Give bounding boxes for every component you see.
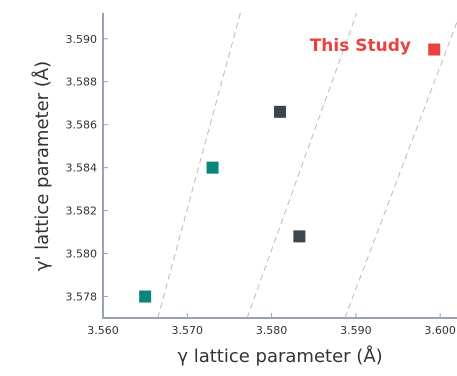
y-axis-ticks: 3.578 3.580 3.582 3.584 3.586 3.588 3.590 (66, 33, 108, 304)
data-points (139, 43, 441, 303)
data-point-series-2 (293, 230, 306, 243)
data-point-series-2 (274, 105, 286, 118)
y-tick-label: 3.584 (66, 162, 98, 175)
reference-line-1 (157, 13, 241, 318)
y-tick-label: 3.582 (66, 205, 98, 218)
x-tick-label: 3.580 (256, 324, 288, 337)
x-axis-title: γ lattice parameter (Å) (177, 345, 382, 367)
this-study-label: This Study (310, 36, 411, 56)
x-axis-ticks: 3.560 3.570 3.580 3.590 3.600 (87, 313, 456, 337)
data-point-series-1 (139, 290, 152, 303)
x-tick-label: 3.600 (424, 324, 456, 337)
y-tick-label: 3.580 (66, 248, 98, 261)
y-axis-title: γ' lattice parameter (Å) (31, 61, 53, 271)
x-tick-label: 3.560 (87, 324, 119, 337)
y-tick-label: 3.590 (66, 33, 98, 46)
y-tick-label: 3.578 (66, 291, 98, 304)
data-point-series-1 (206, 161, 219, 174)
x-tick-label: 3.570 (172, 324, 204, 337)
axes (102, 13, 457, 319)
y-tick-label: 3.588 (66, 76, 98, 89)
reference-line-3 (344, 20, 457, 318)
y-tick-label: 3.586 (66, 119, 98, 132)
data-point-series-3 (428, 43, 441, 56)
reference-lines (157, 13, 457, 318)
reference-line-2 (246, 13, 358, 318)
x-tick-label: 3.590 (340, 324, 372, 337)
